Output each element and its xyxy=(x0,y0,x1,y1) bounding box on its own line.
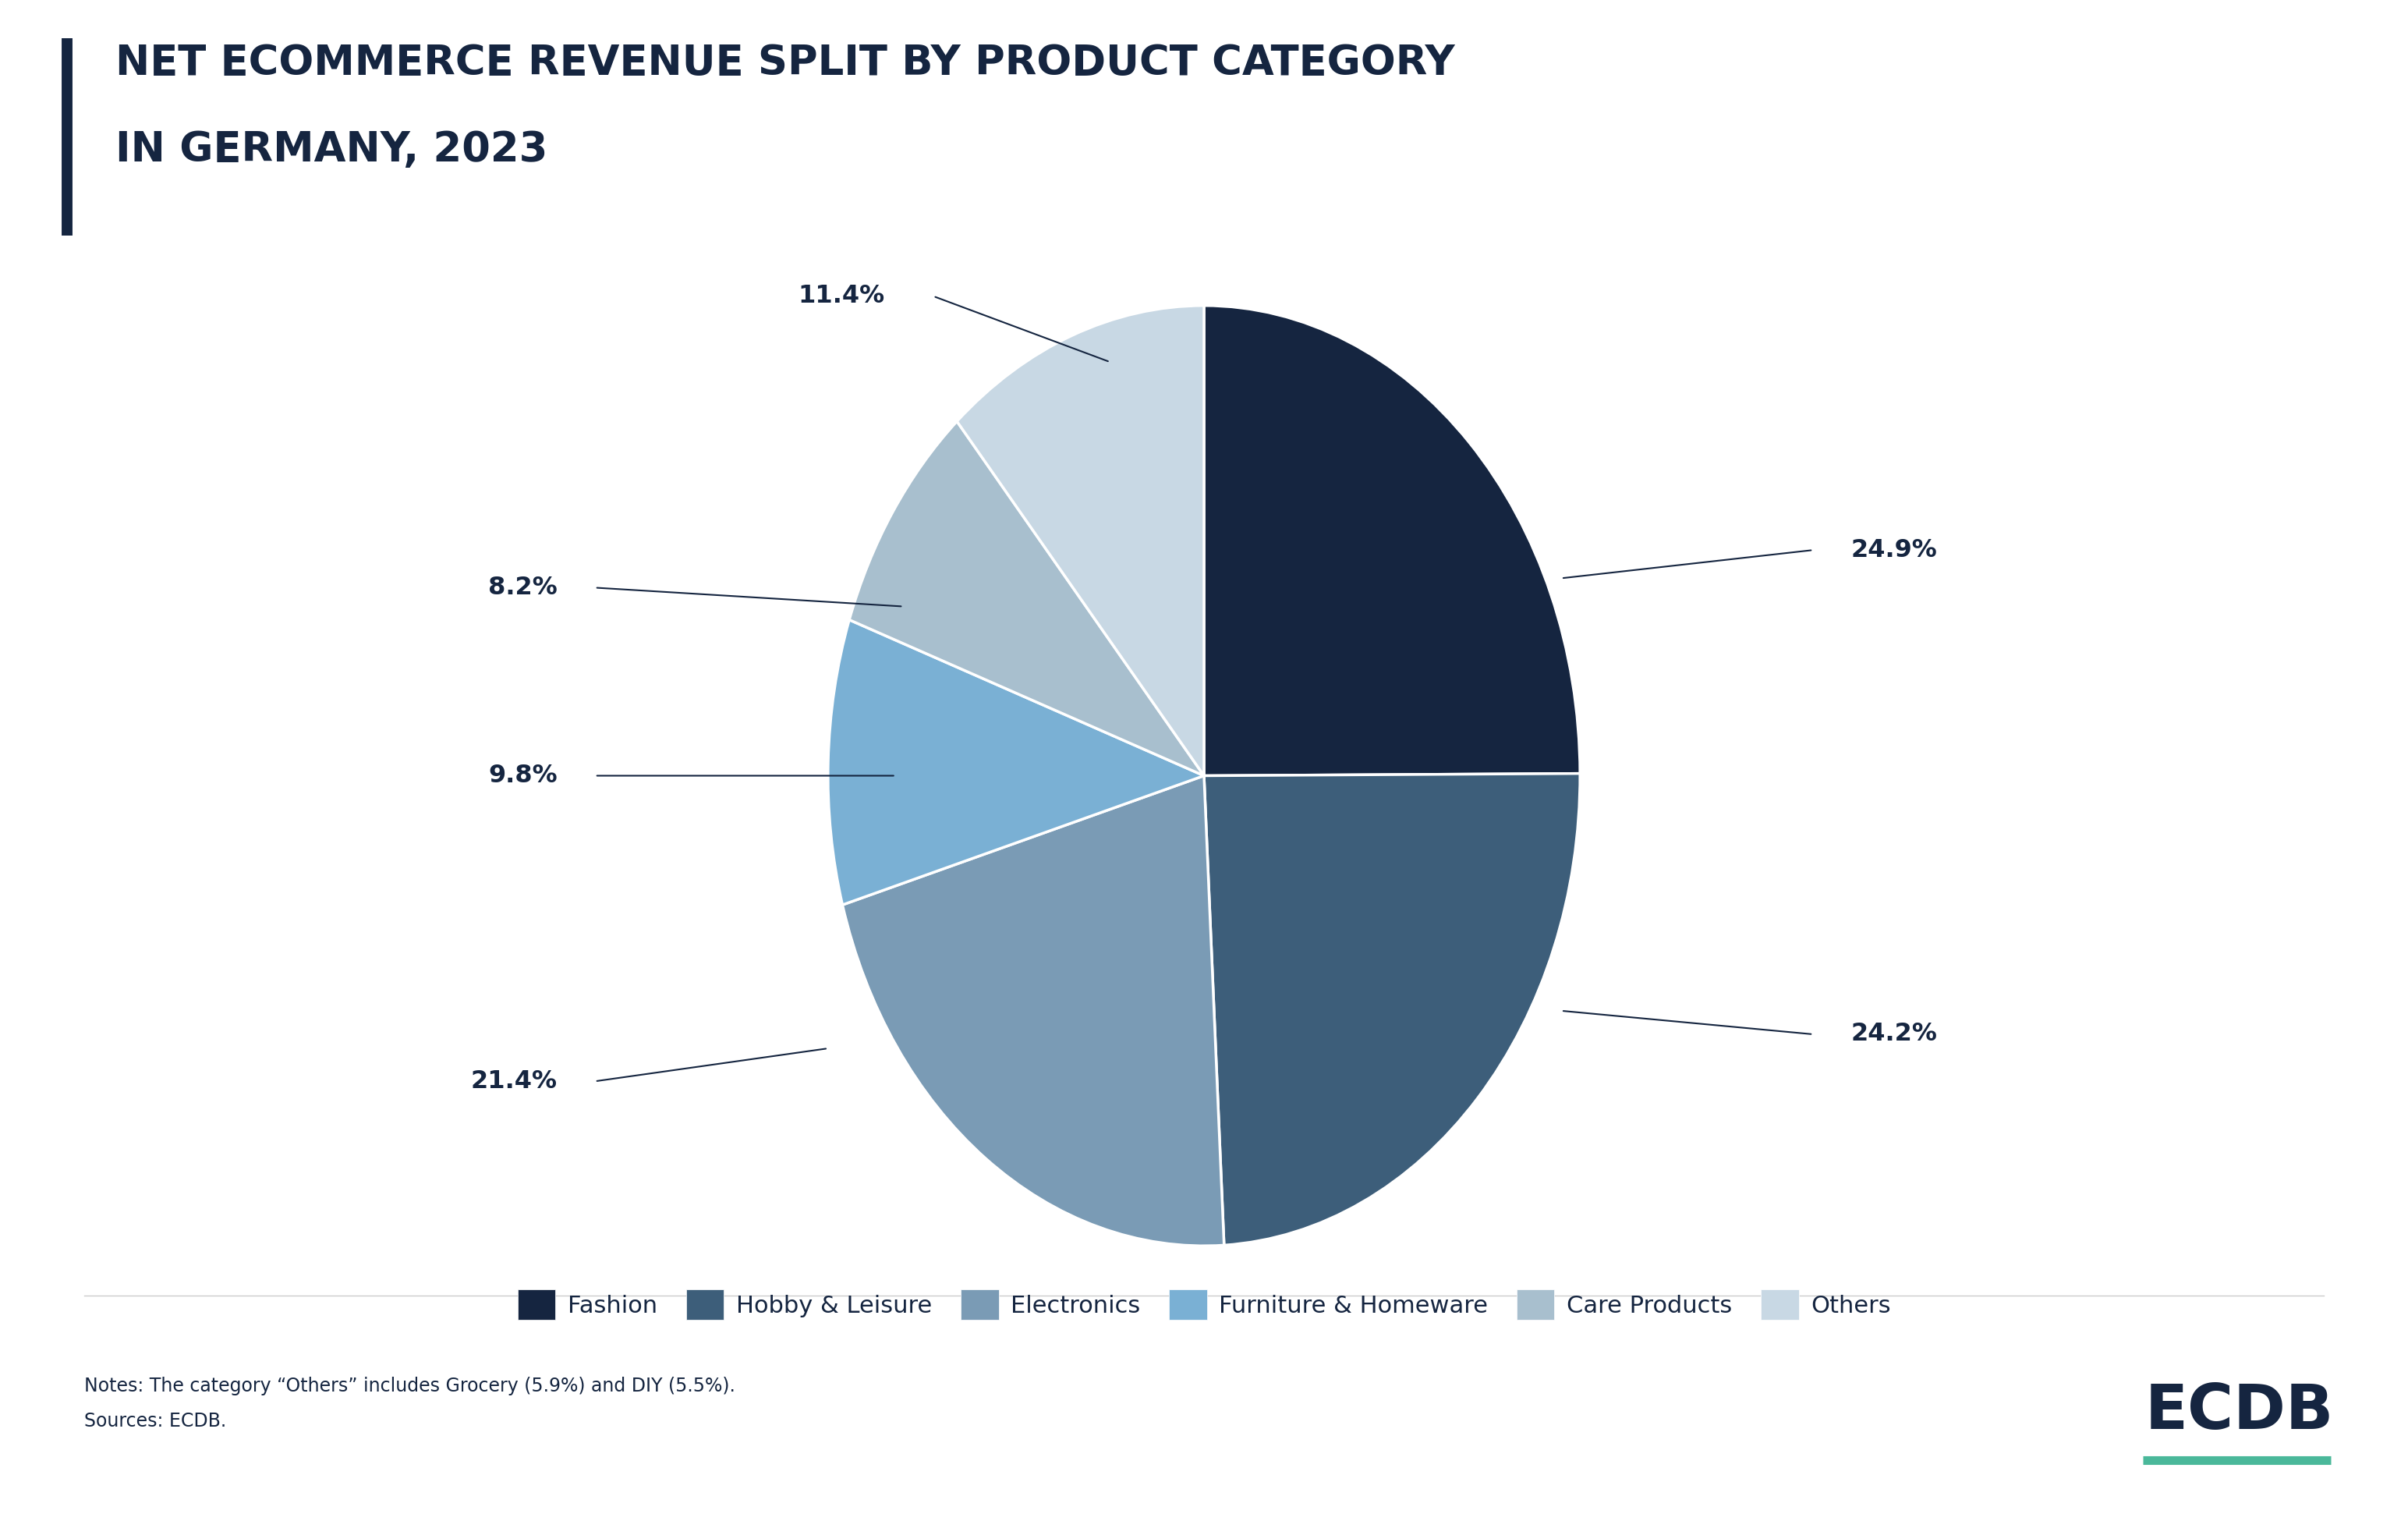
Wedge shape xyxy=(1204,306,1580,776)
Wedge shape xyxy=(1204,774,1580,1246)
Text: NET ECOMMERCE REVENUE SPLIT BY PRODUCT CATEGORY: NET ECOMMERCE REVENUE SPLIT BY PRODUCT C… xyxy=(116,43,1454,84)
Wedge shape xyxy=(828,619,1204,905)
Legend: Fashion, Hobby & Leisure, Electronics, Furniture & Homeware, Care Products, Othe: Fashion, Hobby & Leisure, Electronics, F… xyxy=(508,1279,1900,1329)
Wedge shape xyxy=(850,421,1204,776)
Text: 9.8%: 9.8% xyxy=(489,764,556,788)
Wedge shape xyxy=(843,776,1223,1246)
Wedge shape xyxy=(956,306,1204,776)
Text: 21.4%: 21.4% xyxy=(470,1069,556,1094)
Text: ECDB: ECDB xyxy=(2146,1381,2333,1442)
Text: Notes: The category “Others” includes Grocery (5.9%) and DIY (5.5%).: Notes: The category “Others” includes Gr… xyxy=(84,1377,734,1395)
Text: Sources: ECDB.: Sources: ECDB. xyxy=(84,1411,226,1430)
Text: 24.2%: 24.2% xyxy=(1852,1022,1936,1046)
Text: IN GERMANY, 2023: IN GERMANY, 2023 xyxy=(116,129,549,170)
Text: 8.2%: 8.2% xyxy=(489,575,556,599)
Text: 11.4%: 11.4% xyxy=(797,284,884,309)
Text: 24.9%: 24.9% xyxy=(1852,538,1936,563)
